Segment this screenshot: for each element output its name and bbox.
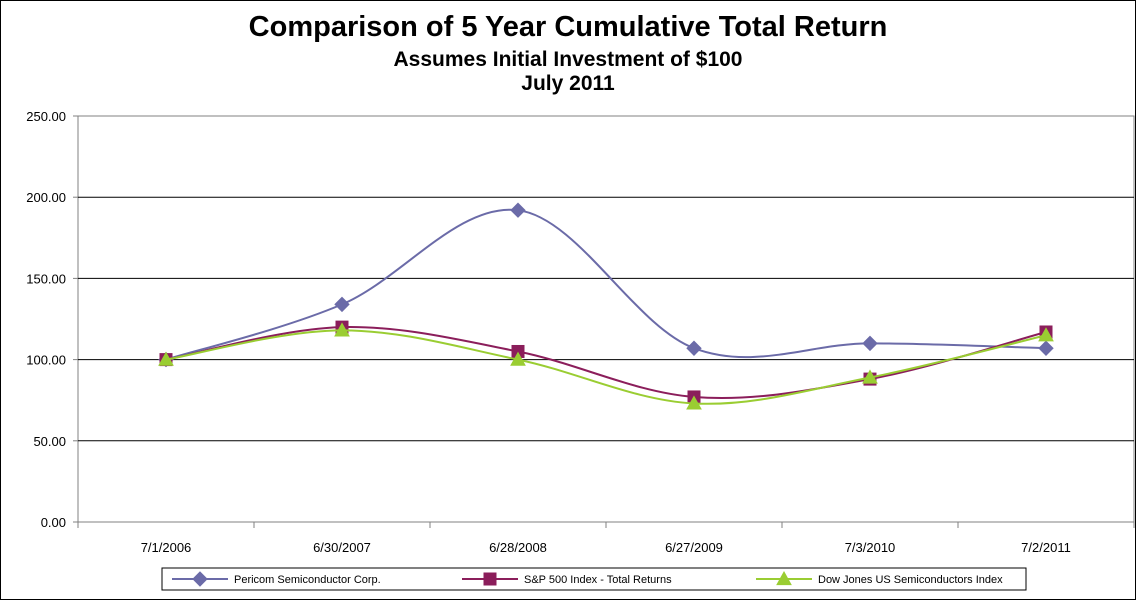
- data-point: [1038, 327, 1054, 342]
- data-point: [158, 351, 174, 366]
- data-point: [334, 296, 350, 313]
- legend-label: Dow Jones US Semiconductors Index: [818, 574, 1003, 586]
- data-point: [334, 322, 350, 337]
- x-tick-label: 6/28/2008: [489, 540, 547, 555]
- y-tick-label: 50.00: [33, 434, 66, 449]
- data-point: [510, 351, 526, 366]
- x-tick-label: 7/3/2010: [845, 540, 896, 555]
- legend-marker: [483, 572, 497, 586]
- legend-label: S&P 500 Index - Total Returns: [524, 574, 672, 586]
- legend-marker: [776, 570, 792, 586]
- legend-box: [161, 567, 1027, 591]
- data-point: [510, 202, 526, 218]
- x-tick-label: 7/2/2011: [1021, 540, 1071, 555]
- x-tick-label: 7/1/2006: [141, 540, 192, 555]
- data-point: [686, 340, 702, 356]
- y-tick-label: 100.00: [26, 353, 66, 368]
- y-tick-label: 200.00: [26, 190, 66, 205]
- data-point: [862, 369, 878, 384]
- x-tick-label: 6/27/2009: [665, 540, 723, 555]
- chart-title: Comparison of 5 Year Cumulative Total Re…: [248, 11, 888, 43]
- series-line: [165, 329, 1047, 405]
- data-point: [862, 335, 878, 352]
- chart-date-subtitle: July 2011: [521, 72, 615, 95]
- data-point: [1038, 340, 1054, 356]
- chart-subtitle: Assumes Initial Investment of $100: [393, 48, 743, 71]
- y-tick-label: 250.00: [26, 109, 66, 124]
- legend-marker: [192, 571, 208, 587]
- series-line: [165, 208, 1047, 361]
- data-point: [686, 395, 702, 410]
- x-tick-label: 6/30/2007: [313, 540, 371, 555]
- series-line: [165, 326, 1047, 400]
- y-tick-label: 150.00: [26, 271, 66, 286]
- plot-area-border: [77, 115, 1135, 523]
- legend-label: Pericom Semiconductor Corp.: [234, 574, 381, 586]
- y-tick-label: 0.00: [41, 515, 66, 530]
